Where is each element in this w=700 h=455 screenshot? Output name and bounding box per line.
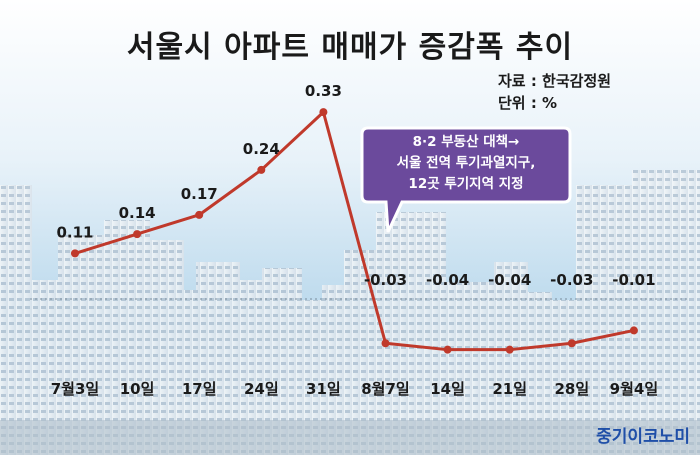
data-label: 0.17 [181, 185, 218, 203]
x-tick-label: 28일 [554, 380, 589, 398]
x-tick-label: 24일 [244, 380, 279, 398]
x-tick-label: 9월4일 [610, 380, 658, 398]
annotation-line-1: 8·2 부동산 대책→ [412, 134, 520, 150]
data-point [319, 108, 328, 117]
x-tick-label: 31일 [306, 380, 341, 398]
source-label: 자료 : 한국감정원 [498, 72, 612, 90]
x-tick-label: 10일 [120, 380, 155, 398]
annotation-callout [360, 126, 572, 233]
x-tick-label: 7월3일 [51, 380, 99, 398]
series-line [74, 110, 635, 352]
annotation-line-3: 12곳 투기지역 지정 [408, 176, 524, 192]
data-point [567, 339, 576, 348]
brand-logo: 중기이코노미 [596, 427, 690, 447]
x-tick-label: 14일 [430, 380, 465, 398]
label-layer: 0.11 0.14 0.17 0.24 0.33 -0.03 -0.04 -0.04 -0.03… [56, 82, 655, 289]
data-point [71, 249, 79, 258]
annotation-text: 8·2 부동산 대책→ 서울 전역 투기과열지구, 12곳 투기지역 지정 [368, 132, 564, 195]
x-tick-layer: 7월3일 10일 17일 24일 31일 8월7일 14일 21일 28일 9월4일 [51, 380, 658, 398]
data-label: -0.03 [550, 271, 593, 289]
data-point [505, 345, 514, 354]
data-label: 0.14 [119, 204, 156, 222]
data-label: 0.11 [56, 223, 93, 241]
x-tick-label: 21일 [492, 380, 527, 398]
data-label: 0.24 [243, 140, 280, 158]
data-point [257, 165, 266, 174]
data-label: -0.04 [488, 271, 531, 289]
data-label: -0.03 [364, 271, 407, 289]
data-point [629, 326, 638, 335]
data-point [381, 339, 390, 348]
data-point [443, 345, 452, 354]
data-point [133, 230, 142, 239]
unit-label: 단위 : % [498, 94, 558, 112]
annotation-bubble [360, 126, 572, 233]
annotation-line-2: 서울 전역 투기과열지구, [396, 155, 536, 171]
data-label: 0.33 [305, 82, 342, 100]
data-label: -0.04 [426, 271, 469, 289]
background-buildings [0, 170, 700, 455]
x-tick-label: 17일 [182, 380, 217, 398]
data-point [195, 210, 204, 219]
x-tick-label: 8월7일 [361, 380, 409, 398]
chart-title: 서울시 아파트 매매가 증감폭 추이 [126, 30, 574, 65]
series-layer [71, 108, 638, 354]
data-label: -0.01 [612, 271, 655, 289]
